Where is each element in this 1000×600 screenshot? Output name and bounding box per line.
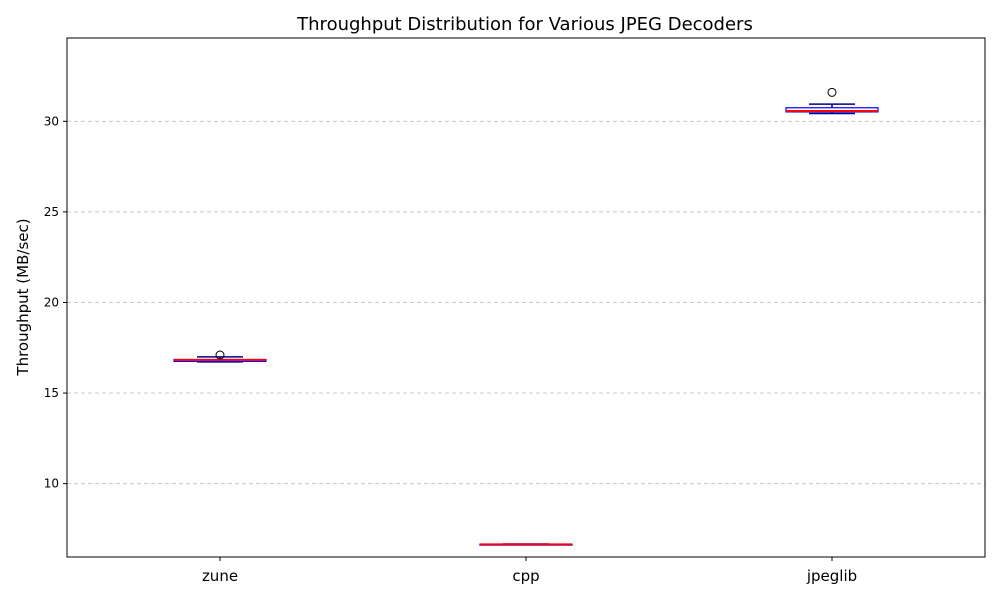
y-tick-label: 10 — [44, 477, 59, 491]
chart-title: Throughput Distribution for Various JPEG… — [296, 14, 753, 35]
box-cpp — [479, 543, 573, 546]
y-axis-ticks: 10 15 20 25 30 — [44, 114, 67, 491]
x-axis-categories: zune cpp jpeglib — [202, 557, 857, 585]
y-tick-label: 25 — [44, 205, 59, 219]
y-axis-label: Throughput (MB/sec) — [14, 218, 32, 376]
x-category-label: cpp — [512, 567, 539, 585]
plot-area-frame — [66, 37, 986, 558]
y-tick-label: 30 — [44, 114, 59, 128]
y-tick-label: 15 — [44, 386, 59, 400]
x-category-label: zune — [202, 567, 238, 585]
grid-lines — [67, 120, 985, 485]
x-category-label: jpeglib — [806, 567, 857, 585]
box-zune — [173, 350, 267, 363]
y-tick-label: 20 — [44, 295, 59, 309]
box-jpeglib — [785, 87, 879, 115]
boxes — [173, 87, 879, 546]
outlier-point — [215, 350, 225, 360]
outlier-point — [827, 87, 837, 97]
